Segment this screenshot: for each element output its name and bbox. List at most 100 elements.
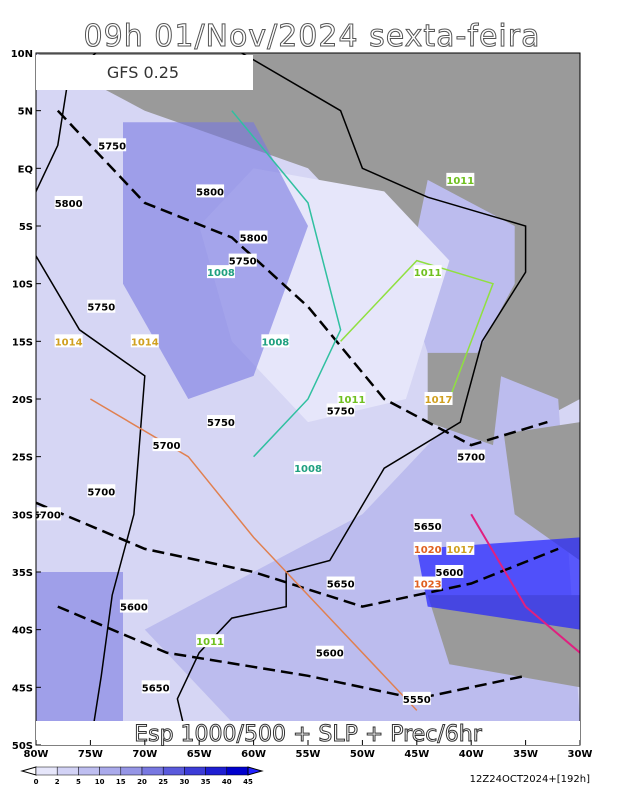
contour-label-bg [206,265,235,279]
contour-label-bg [424,391,453,405]
contour-label: 5700 [153,441,181,452]
thickness-contour [57,605,526,701]
thickness-contour [56,109,548,447]
contour-label-bg [413,518,442,532]
contour-label: 5750 [98,141,126,152]
pressure-contour [90,398,418,711]
lon-tick-label: 30W [568,749,593,760]
contour-label-bg [228,253,257,267]
model-box [36,55,253,90]
contour-label: 5800 [55,199,83,210]
lon-tick-label: 35W [513,749,538,760]
lat-tick-label: 10N [11,49,33,60]
colorbar-min [20,766,37,776]
colorbar-cell [141,766,164,776]
contour-label: 5700 [33,510,61,521]
colorbar-label: 0 [34,778,39,786]
colorbar-label: 5 [76,778,81,786]
colorbar-cell [35,766,58,776]
contour-label-bg [130,334,159,348]
contour-label-bg [294,461,322,475]
colorbar-cell [162,766,185,776]
lat-tick-label: 5S [19,222,33,233]
contour-label: 1014 [131,337,159,348]
contour-label: 5750 [87,303,115,314]
contour-label: 5550 [403,695,431,706]
contour-label-bg [119,599,148,613]
lat-tick-label: 20S [12,395,33,406]
lon-tick-label: 45W [404,749,429,760]
lat-tick-label: 15S [12,337,33,348]
contour-label: 5600 [436,568,464,579]
contour-label: 1011 [414,268,442,279]
heavy-precip [416,537,580,630]
contour-label: 5600 [316,649,344,660]
contour-label-bg [446,541,475,555]
lon-tick-label: 60W [241,749,266,760]
colorbar-cell [184,766,206,776]
lat-tick-label: 50S [12,741,33,752]
lon-tick-label: 40W [459,749,484,760]
contour-label: 5650 [414,522,442,533]
lat-tick-label: 5N [18,107,33,118]
contour-label: 1023 [414,580,442,591]
colorbar-label: 35 [201,778,211,786]
contour-label-bg [261,334,290,348]
colorbar-max [247,766,264,776]
contour-label: 5650 [327,580,355,591]
contour-label-bg [315,645,344,659]
contour-label-bg [446,172,475,186]
contour-label: 1017 [446,545,474,556]
coastline [36,53,527,745]
colorbar-label: 20 [137,778,147,786]
contour-label: 5650 [142,683,170,694]
colorbar-label: 30 [180,778,190,786]
contour-label: 5700 [457,453,485,464]
contour-label: 5800 [196,187,224,198]
contour-label-bg [54,195,83,209]
contour-label-bg [239,230,268,244]
colorbar-label: 2 [55,778,60,786]
lon-tick-label: 70W [132,749,157,760]
colorbar-cell [78,766,100,776]
contour-label: 1017 [425,395,453,406]
lat-tick-label: EQ [18,164,33,175]
dry-area [427,352,504,446]
colorbar-cell [99,766,122,776]
contour-label: 1020 [414,545,442,556]
lon-tick-label: 80W [24,749,49,760]
colorbar-label: 15 [116,778,126,786]
heavy-precip [36,572,123,722]
contour-label-bg [413,265,442,279]
contour-label: 1008 [207,268,235,279]
lat-tick-label: 25S [12,453,33,464]
contour-label-bg [413,541,442,555]
contour-label: 5750 [207,418,235,429]
contour-label: 5600 [120,603,148,614]
lon-tick-label: 55W [296,749,321,760]
contour-label-bg [413,576,442,590]
dry-area [503,422,580,561]
contour-label: 5700 [87,487,115,498]
contour-label-bg [457,449,486,463]
colorbar-cell [56,766,79,776]
map-area: 5750 5800 5800 5800 5750 5750 5750 5700 5700 5700… [33,53,580,745]
contour-label: 1011 [338,395,366,406]
colorbar-label: 40 [222,778,232,786]
contour-label: 5750 [327,407,355,418]
colorbar-cell [226,766,249,776]
model-label: GFS 0.25 [107,63,179,82]
contour-label: 1008 [294,464,322,475]
lat-tick-label: 35S [12,568,33,579]
contour-label-bg [141,680,170,694]
colorbar: 0 2 5 10 15 20 25 30 35 40 45 [20,766,264,786]
contour-label-bg [337,391,366,405]
contour-label-bg [87,299,116,313]
colorbar-label: 25 [158,778,168,786]
contour-label: 1011 [446,176,474,187]
lon-tick-label: 65W [187,749,212,760]
lon-tick-label: 50W [350,749,375,760]
contour-label-bg [152,438,181,452]
contour-label-bg [326,403,355,417]
